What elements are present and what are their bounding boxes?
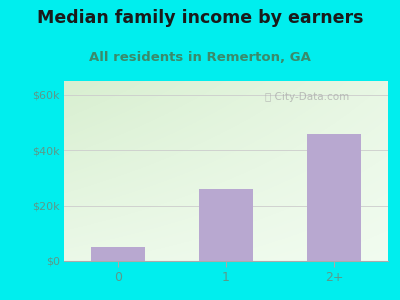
Bar [307, 134, 361, 261]
Text: All residents in Remerton, GA: All residents in Remerton, GA [89, 51, 311, 64]
Text: Median family income by earners: Median family income by earners [37, 9, 363, 27]
Bar [199, 189, 253, 261]
Text: ⓘ City-Data.com: ⓘ City-Data.com [265, 92, 349, 102]
Bar [91, 247, 145, 261]
